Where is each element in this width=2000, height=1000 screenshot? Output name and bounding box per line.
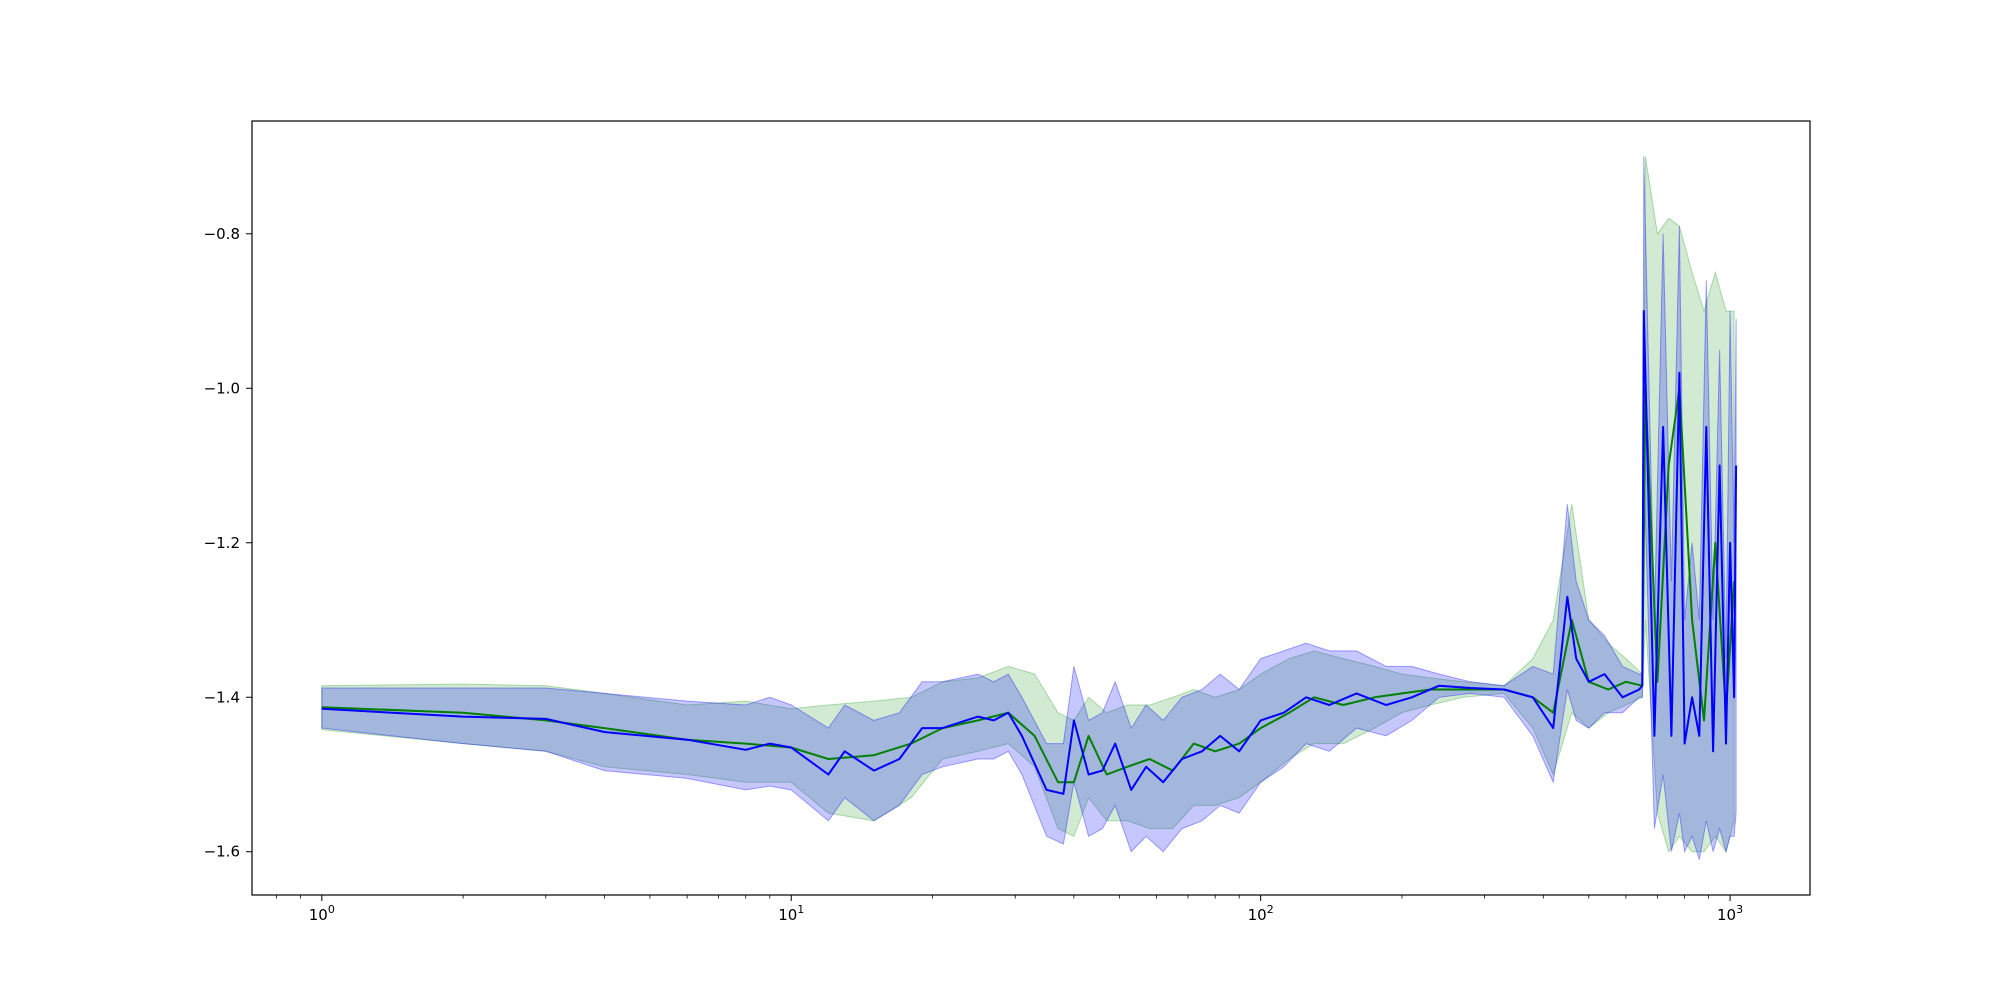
axes: 100 101 102 103 −0.8 −1.0 −1.2 −1.4 −1.6 xyxy=(204,225,1744,924)
confidence-bands xyxy=(321,156,1737,860)
plot-frame xyxy=(251,120,1811,896)
series-2-line xyxy=(321,310,1738,795)
y-tick-label: −1.6 xyxy=(204,843,240,861)
series-lines xyxy=(321,310,1738,795)
x-tick-label: 103 xyxy=(1717,903,1743,924)
y-tick-label: −1.2 xyxy=(204,534,240,552)
x-tick-label: 100 xyxy=(309,903,335,924)
y-tick-label: −1.4 xyxy=(204,688,240,706)
y-tick-label: −0.8 xyxy=(204,225,240,243)
y-tick-label: −1.0 xyxy=(204,379,240,397)
series-1-band xyxy=(321,156,1735,853)
series-2-band xyxy=(321,156,1737,860)
x-tick-label: 102 xyxy=(1248,903,1274,924)
x-tick-label: 101 xyxy=(778,903,804,924)
